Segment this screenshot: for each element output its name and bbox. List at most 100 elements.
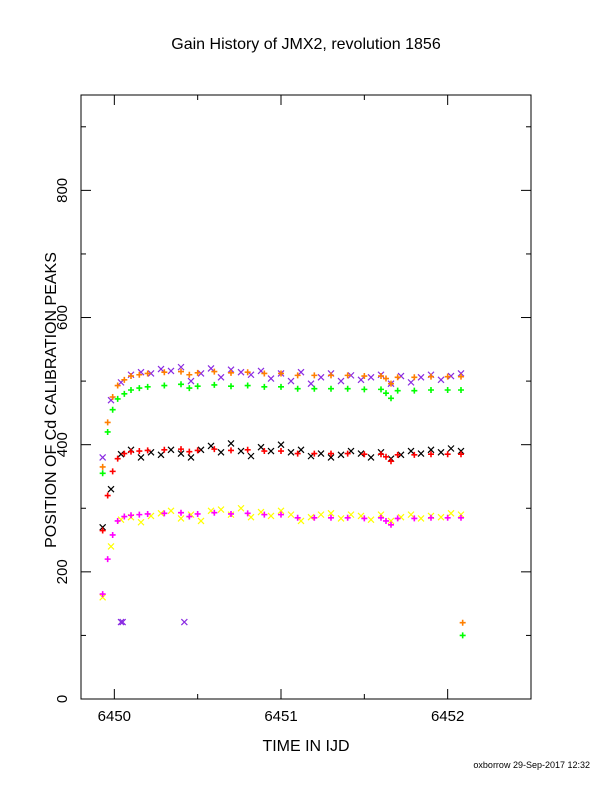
data-point — [237, 504, 245, 512]
data-point — [278, 383, 284, 390]
data-point — [344, 385, 351, 392]
data-point — [267, 375, 275, 382]
data-point — [328, 372, 334, 379]
data-point — [180, 618, 188, 626]
data-point — [136, 385, 143, 392]
data-point — [361, 373, 368, 380]
data-point — [109, 531, 116, 538]
y-tick-label: 600 — [54, 305, 71, 330]
data-point — [186, 385, 193, 392]
data-point — [344, 372, 351, 379]
data-point — [417, 450, 425, 458]
data-point — [244, 382, 251, 389]
data-point — [121, 376, 128, 383]
data-point — [357, 376, 365, 384]
data-point — [388, 380, 394, 387]
data-point — [344, 450, 351, 457]
data-point — [411, 374, 418, 381]
data-point — [136, 371, 143, 378]
data-point — [137, 518, 145, 526]
data-point — [447, 445, 455, 452]
data-point — [121, 450, 128, 457]
data-point — [317, 511, 325, 519]
data-point — [378, 451, 384, 458]
data-point — [114, 517, 121, 524]
data-point — [211, 368, 218, 375]
data-point — [317, 450, 325, 458]
data-point — [378, 514, 384, 521]
data-point — [157, 365, 165, 373]
data-point — [228, 447, 234, 454]
data-points — [99, 363, 466, 639]
data-point — [287, 448, 295, 456]
data-point — [457, 370, 465, 377]
data-point — [104, 556, 111, 563]
data-point — [383, 453, 389, 460]
data-point — [211, 509, 218, 516]
data-point — [178, 446, 184, 453]
data-point — [261, 370, 268, 377]
y-axis: 0 200 400 600 800 — [54, 126, 531, 703]
y-tick-label: 200 — [54, 559, 71, 584]
data-point — [136, 448, 143, 455]
data-point — [383, 375, 389, 382]
data-point — [294, 450, 301, 457]
data-point — [444, 373, 451, 380]
y-axis-label: POSITION OF Cd CALIBRATION PEAKS — [43, 252, 60, 548]
data-point — [194, 369, 201, 376]
data-point — [297, 446, 305, 454]
data-point — [167, 367, 175, 375]
data-point — [411, 387, 418, 394]
data-point — [328, 385, 334, 392]
data-point — [178, 381, 184, 388]
data-point — [458, 451, 464, 458]
data-point — [394, 451, 401, 458]
data-point — [447, 509, 455, 517]
data-point — [128, 512, 134, 519]
data-point — [104, 419, 111, 426]
data-point — [161, 369, 168, 376]
data-point — [417, 515, 425, 522]
data-point — [128, 387, 134, 394]
data-point — [177, 450, 185, 458]
data-point — [361, 451, 368, 458]
data-point — [297, 368, 305, 376]
plot-frame — [80, 94, 532, 700]
data-point — [187, 377, 195, 385]
data-point — [144, 370, 151, 377]
data-point — [367, 373, 375, 381]
data-point — [228, 510, 234, 517]
data-point — [187, 453, 195, 461]
data-point — [217, 448, 225, 456]
data-point — [137, 453, 145, 461]
data-point — [388, 458, 394, 465]
data-point — [186, 371, 193, 378]
data-point — [361, 386, 368, 393]
data-point — [294, 514, 301, 521]
data-point — [444, 514, 451, 521]
data-point — [347, 511, 355, 519]
data-point — [107, 542, 115, 550]
data-point — [394, 515, 401, 522]
data-point — [244, 369, 251, 376]
data-point — [194, 383, 201, 390]
data-point — [337, 451, 345, 459]
data-point — [136, 511, 143, 518]
data-point — [437, 448, 445, 456]
data-point — [311, 450, 318, 457]
data-point — [104, 428, 111, 435]
data-point — [178, 368, 184, 375]
data-point — [417, 373, 425, 381]
data-point — [437, 513, 445, 521]
data-point — [194, 510, 201, 517]
data-point — [178, 509, 184, 516]
x-tick-label: 6452 — [431, 708, 464, 725]
data-point — [378, 373, 384, 380]
data-point — [397, 372, 405, 380]
data-point — [217, 373, 225, 381]
data-point — [161, 446, 168, 453]
data-point — [458, 373, 464, 380]
data-point — [328, 450, 334, 457]
data-point — [157, 509, 165, 517]
